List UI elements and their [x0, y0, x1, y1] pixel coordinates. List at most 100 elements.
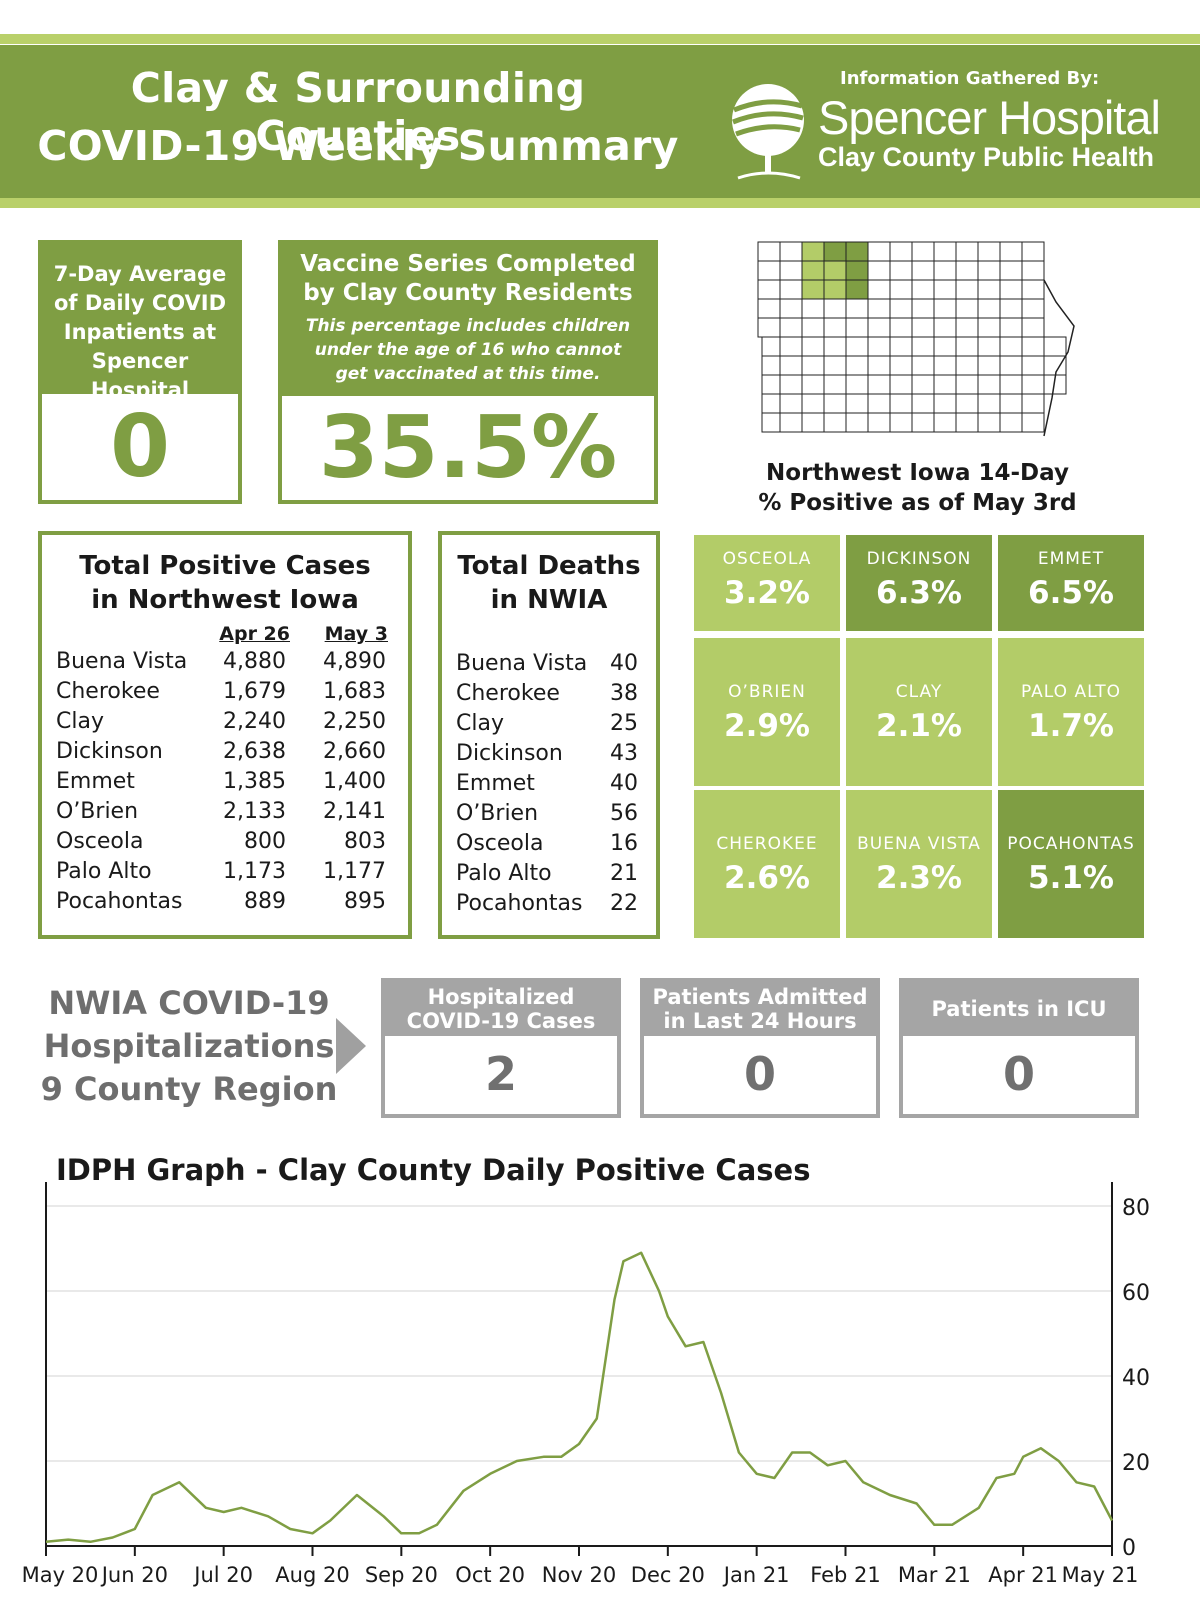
cases-apr26-value: 1,385	[223, 769, 286, 794]
map-county-cell	[911, 241, 935, 262]
table-row: Clay 2,240 2,250	[42, 709, 408, 739]
map-county-cell	[801, 298, 825, 319]
x-tick-label: May 20	[22, 1563, 99, 1587]
map-county-cell	[911, 317, 935, 338]
page-title-line1: Clay & Surrounding Counties	[130, 64, 586, 160]
deaths-table: Total Deaths in NWIA Buena Vista 40 Cherok…	[438, 531, 660, 939]
map-county-cell	[757, 317, 781, 338]
positivity-tile: EMMET 6.5%	[998, 535, 1144, 631]
map-county-cell	[1021, 374, 1045, 395]
table-row: Clay 25	[442, 711, 656, 741]
cases-apr26-value: 2,133	[223, 799, 286, 824]
map-county-cell	[889, 260, 913, 281]
table-row: O’Brien 56	[442, 801, 656, 831]
x-tick-label: Aug 20	[275, 1563, 349, 1587]
map-county-cell	[779, 412, 803, 433]
positivity-tile: PALO ALTO 1.7%	[998, 638, 1144, 786]
map-county-cell	[867, 317, 891, 338]
cases-may3-value: 1,177	[323, 859, 386, 884]
vaccine-label: Vaccine Series Completed by Clay County …	[300, 251, 636, 306]
map-caption-line2: % Positive as of May 3rd	[758, 490, 1077, 516]
map-river-border	[1043, 279, 1075, 437]
map-county-cell	[779, 298, 803, 319]
table-row: Osceola 800 803	[42, 829, 408, 859]
cases-apr26-value: 4,880	[223, 649, 286, 674]
county-name: Buena Vista	[56, 649, 188, 674]
map-county-cell	[911, 393, 935, 414]
header-accent-top	[0, 34, 1200, 44]
map-county-cell	[955, 260, 979, 281]
map-county-cell	[845, 298, 869, 319]
map-county-cell	[845, 412, 869, 433]
x-tick-label: Apr 21	[988, 1563, 1058, 1587]
map-county-cell	[933, 279, 957, 300]
map-county-cell	[845, 260, 869, 281]
map-county-cell	[823, 412, 847, 433]
x-tick-label: Jun 20	[100, 1563, 168, 1587]
cases-apr26-value: 800	[244, 829, 286, 854]
positivity-tile: CHEROKEE 2.6%	[694, 790, 840, 938]
map-county-cell	[933, 317, 957, 338]
map-county-cell	[977, 355, 1001, 376]
tile-percent-value: 3.2%	[724, 575, 810, 611]
map-county-cell	[999, 374, 1023, 395]
map-county-cell	[889, 317, 913, 338]
map-county-cell	[977, 393, 1001, 414]
cases-apr26-value: 1,679	[223, 679, 286, 704]
map-county-cell	[845, 279, 869, 300]
vaccine-stat-card: Vaccine Series Completed by Clay County …	[278, 240, 658, 504]
map-county-cell	[977, 298, 1001, 319]
county-name: Pocahontas	[56, 889, 183, 914]
map-county-cell	[757, 241, 781, 262]
map-county-cell	[757, 260, 781, 281]
deaths-value: 16	[610, 831, 638, 856]
map-county-cell	[801, 260, 825, 281]
inpatients-label: 7-Day Average of Daily COVID Inpatients …	[42, 244, 238, 402]
cases-apr26-value: 1,173	[223, 859, 286, 884]
map-county-cell	[867, 374, 891, 395]
map-county-cell	[889, 336, 913, 357]
map-county-cell	[801, 355, 825, 376]
daily-cases-line-chart: 0 20 40 60 80 May 20 Jun 20 Jul 20 Aug 20 Sep 20 O…	[22, 1182, 1150, 1587]
table-row: Palo Alto 1,173 1,177	[42, 859, 408, 889]
county-name: Cherokee	[456, 681, 560, 706]
map-county-cell	[779, 279, 803, 300]
cases-may3-value: 4,890	[323, 649, 386, 674]
map-county-cell	[933, 336, 957, 357]
positive-cases-table: Total Positive Cases in Northwest Iowa A…	[38, 531, 412, 939]
map-county-cell	[955, 336, 979, 357]
cases-title-line2: in Northwest Iowa	[91, 585, 359, 615]
map-county-cell	[823, 298, 847, 319]
tile-county-name: EMMET	[1037, 549, 1105, 569]
map-county-cell	[977, 260, 1001, 281]
tile-percent-value: 5.1%	[1028, 860, 1114, 896]
map-county-cell	[911, 298, 935, 319]
cases-may3-value: 1,683	[323, 679, 386, 704]
tile-county-name: CLAY	[895, 682, 943, 702]
table-row: Osceola 16	[442, 831, 656, 861]
cases-apr26-value: 2,240	[223, 709, 286, 734]
table-row: Pocahontas 889 895	[42, 889, 408, 919]
cases-may3-value: 2,250	[323, 709, 386, 734]
map-county-cell	[955, 241, 979, 262]
map-county-cell	[911, 374, 935, 395]
map-county-cell	[889, 241, 913, 262]
map-county-cell	[1021, 279, 1045, 300]
y-tick-label: 0	[1122, 1536, 1136, 1561]
map-county-cell	[823, 374, 847, 395]
deaths-value: 40	[610, 651, 638, 676]
map-county-cell	[889, 393, 913, 414]
tile-percent-value: 6.5%	[1028, 575, 1114, 611]
x-tick-label: Dec 20	[631, 1563, 705, 1587]
tile-county-name: CHEROKEE	[716, 834, 818, 854]
cases-col-apr26: Apr 26	[219, 623, 290, 645]
map-county-cell	[801, 317, 825, 338]
map-county-cell	[977, 279, 1001, 300]
table-row: Cherokee 1,679 1,683	[42, 679, 408, 709]
map-county-cell	[999, 412, 1023, 433]
map-county-cell	[933, 260, 957, 281]
cases-may3-value: 1,400	[323, 769, 386, 794]
tile-percent-value: 1.7%	[1028, 708, 1114, 744]
county-name: Buena Vista	[456, 651, 588, 676]
map-county-cell	[1021, 241, 1045, 262]
